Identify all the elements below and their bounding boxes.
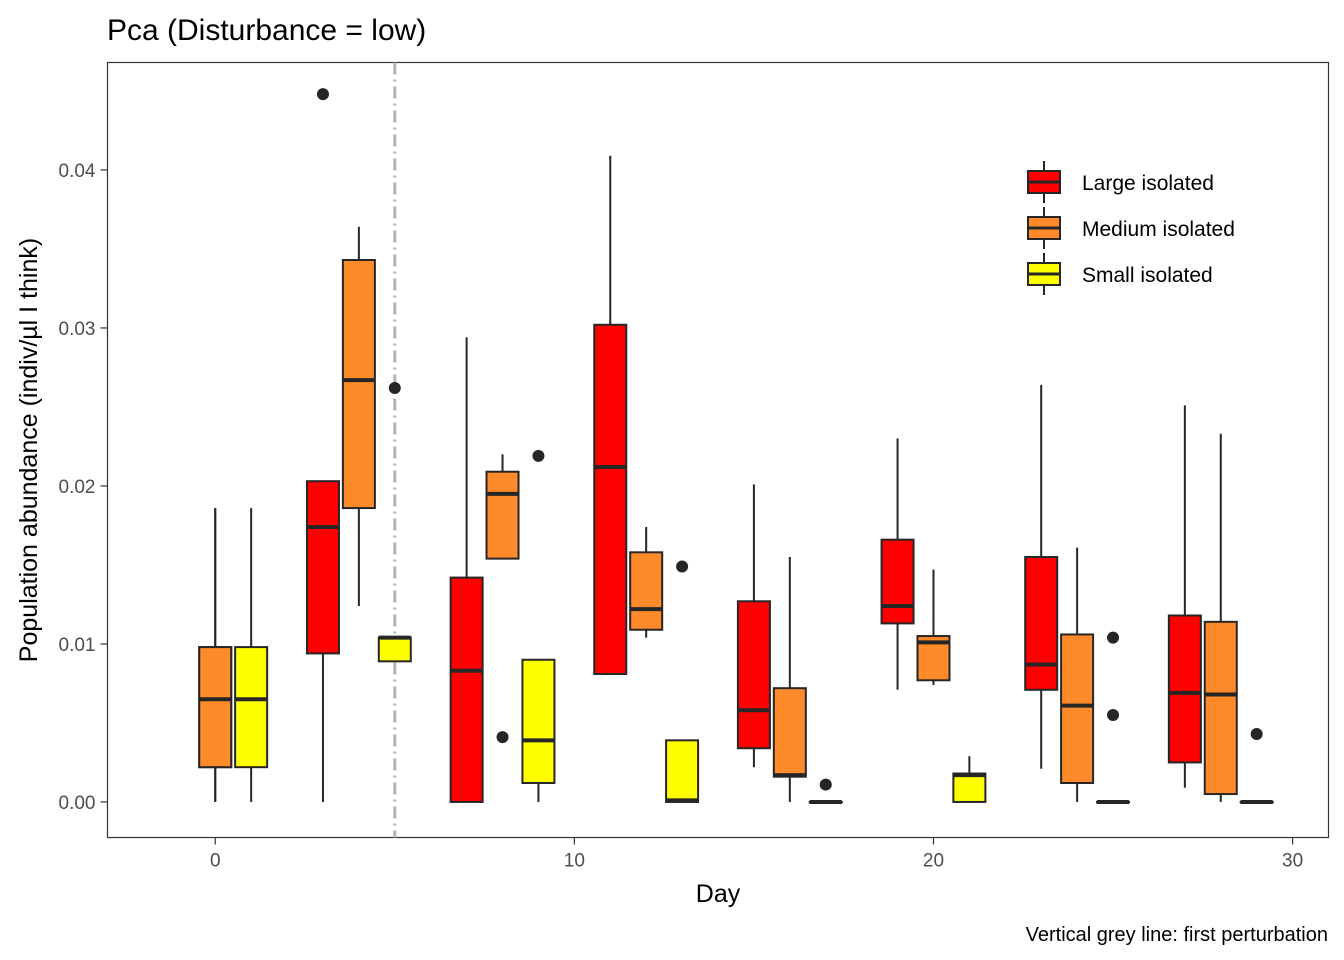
box-day-20: [916, 569, 951, 686]
iqr-box: [341, 259, 376, 510]
x-axis-title: Day: [696, 880, 741, 908]
x-tick-label: 30: [1282, 851, 1303, 872]
box-day-28: [1203, 433, 1238, 802]
y-axis: 0.00 0.01 0.02 0.03 0.04: [59, 161, 108, 814]
x-tick-label: 10: [564, 851, 585, 872]
series-medium-isolated: [198, 226, 1238, 802]
iqr-box: [880, 538, 915, 625]
box-day-12: [629, 527, 664, 638]
iqr-box: [1203, 620, 1238, 796]
outlier-point: [316, 88, 329, 101]
outlier-point: [1107, 709, 1120, 722]
box-day-3: [305, 88, 340, 802]
outlier-point: [819, 778, 832, 791]
y-tick-label: 0.04: [59, 161, 96, 182]
outlier-point: [532, 449, 545, 462]
legend-label: Small isolated: [1082, 264, 1213, 287]
box-day-9: [521, 449, 556, 802]
box-day-29: [1239, 728, 1274, 804]
y-tick-label: 0.00: [59, 793, 96, 814]
outlier-point: [388, 381, 401, 394]
outlier-point: [1250, 728, 1263, 741]
legend: Large isolated Medium isolated Small isola…: [1027, 161, 1235, 295]
box-day-27: [1167, 405, 1202, 788]
box-day-16: [772, 557, 807, 802]
iqr-box: [1167, 614, 1202, 764]
chart-title: Pca (Disturbance = low): [107, 14, 426, 47]
iqr-box: [305, 480, 340, 655]
outlier-point: [1107, 631, 1120, 644]
box-day-13: [665, 560, 700, 803]
iqr-box: [198, 646, 233, 769]
box-day-24: [1060, 547, 1095, 802]
box-day-8: [485, 454, 520, 744]
y-tick-label: 0.03: [59, 319, 96, 340]
legend-item-medium-isolated: Medium isolated: [1027, 207, 1235, 249]
box-day-7: [449, 337, 484, 803]
legend-item-small-isolated: Small isolated: [1027, 253, 1213, 295]
iqr-box: [1024, 556, 1059, 691]
iqr-box: [736, 600, 771, 750]
legend-item-large-isolated: Large isolated: [1027, 161, 1214, 203]
box-day-19: [880, 438, 915, 690]
box-day-25: [1096, 631, 1131, 804]
series-small-isolated: [234, 381, 1274, 804]
iqr-box: [377, 636, 412, 663]
chart-caption: Vertical grey line: first perturbation: [1026, 924, 1328, 946]
iqr-box: [665, 739, 700, 803]
iqr-box: [485, 470, 520, 560]
box-day-5: [377, 381, 412, 663]
iqr-box: [952, 772, 987, 803]
iqr-box: [449, 576, 484, 803]
box-day-17: [808, 778, 843, 804]
legend-label: Medium isolated: [1082, 218, 1235, 241]
iqr-box: [629, 551, 664, 631]
boxes-layer: [198, 88, 1274, 804]
box-day-1: [234, 508, 269, 802]
y-tick-label: 0.01: [59, 635, 96, 656]
outlier-point: [676, 560, 689, 573]
y-tick-label: 0.02: [59, 477, 96, 498]
legend-label: Large isolated: [1082, 172, 1214, 195]
box-day-15: [736, 484, 771, 768]
x-tick-label: 0: [210, 851, 221, 872]
x-axis: 0 10 20 30: [210, 837, 1303, 872]
x-tick-label: 20: [923, 851, 944, 872]
iqr-box: [593, 323, 628, 675]
box-day-4: [341, 226, 376, 607]
series-large-isolated: [198, 88, 1202, 803]
box-day-21: [952, 756, 987, 803]
box-day-0: [198, 508, 233, 802]
box-day-11: [593, 155, 628, 675]
iqr-box: [772, 687, 807, 778]
iqr-box: [521, 658, 556, 784]
iqr-box: [1060, 633, 1095, 784]
box-day-23: [1024, 384, 1059, 769]
y-axis-title: Population abundance (indiv/µl I think): [15, 238, 43, 662]
iqr-box: [234, 646, 269, 769]
plot-panel: [106, 61, 1330, 839]
outlier-point: [496, 731, 509, 744]
